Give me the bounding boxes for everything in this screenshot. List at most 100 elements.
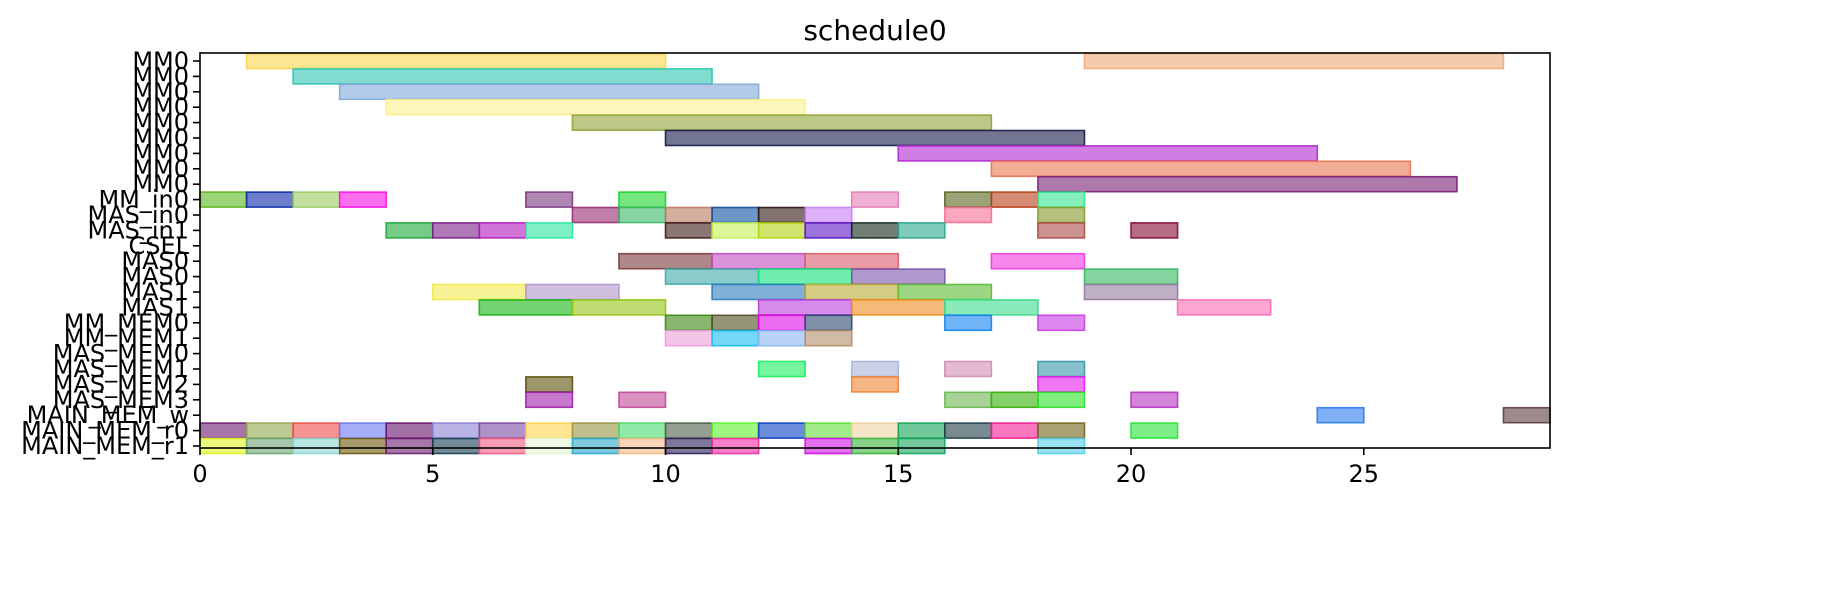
task-bar [897,145,1319,162]
task-bar [897,283,993,301]
task-bar [757,206,806,224]
task-bar [897,437,946,455]
task-bar [897,422,946,439]
y-tick-label: MM0 [132,155,189,183]
y-axis: MM0MM0MM0MM0MM0MM0MM0MM0MM0MM_in0MAS_in0… [21,47,200,460]
task-bar [944,360,993,378]
task-bar [338,437,388,455]
task-bar [850,422,900,439]
task-bar [525,191,574,208]
y-tick-label: MM_MEM1 [64,324,189,352]
task-bar [292,422,341,439]
y-tick-label: MAIN_MEM_r1 [21,432,189,460]
task-bar [525,391,574,409]
task-bar [711,222,760,239]
task-bar [618,252,713,270]
y-tick-label: MAS1 [121,293,189,321]
task-bar [1037,222,1086,239]
task-bar [757,422,806,439]
task-bar [850,376,900,393]
task-bar [1316,406,1365,424]
task-bar [757,329,806,347]
y-tick-label: MAS1 [121,278,189,306]
task-bar [711,314,760,332]
task-bar [1037,191,1086,208]
task-bar [1037,360,1086,378]
task-bar [804,329,853,347]
task-bar [385,422,434,439]
plot-frame [199,52,1551,449]
task-bar [431,283,527,301]
task-bar [1037,206,1086,224]
y-tick-label: MM0 [132,47,189,75]
task-bar [478,437,527,455]
x-tick-label: 10 [650,460,681,488]
y-tick-label: MAS_MEM1 [53,355,189,383]
task-bar [944,391,993,409]
task-bar [338,191,388,208]
task-bar [292,191,341,208]
y-tick-label: MM0 [132,124,189,152]
task-bar [664,268,760,285]
task-bar [664,329,713,347]
task-bar [990,252,1086,270]
task-bar [711,206,760,224]
task-bar [711,422,760,439]
task-bar [757,314,806,332]
task-bar [990,160,1412,178]
task-bar [1083,283,1179,301]
task-bar [990,391,1039,409]
x-tick-label: 0 [192,460,207,488]
y-tick-label: MAS0 [121,263,189,291]
task-bar [944,191,993,208]
task-bar [1037,376,1086,393]
y-tick-label: MM0 [132,78,189,106]
task-bar [571,114,993,131]
task-bar [897,222,946,239]
y-tick-label: MM0 [132,139,189,167]
task-bar [618,422,667,439]
task-bar [944,299,1039,316]
task-bar [850,191,900,208]
task-bar [431,222,481,239]
task-bar [245,52,667,70]
task-bar [571,437,620,455]
task-bar [478,422,527,439]
task-bar [1083,52,1505,70]
task-bars [199,52,1551,455]
task-bar [804,314,853,332]
task-bar [618,191,667,208]
y-tick-label: MM_in0 [98,186,189,214]
task-bar [850,222,900,239]
task-bar [711,283,806,301]
task-bar [1037,437,1086,455]
task-bar [1130,391,1179,409]
task-bar [292,68,713,85]
task-bar [804,437,853,455]
task-bar [618,391,667,409]
task-bar [525,222,574,239]
task-bar [525,376,574,393]
task-bar [664,437,713,455]
task-bar [804,206,853,224]
y-tick-label: MM0 [132,62,189,90]
task-bar [804,252,900,270]
task-bar [664,222,713,239]
task-bar [664,422,713,439]
y-tick-label: MM0 [132,170,189,198]
task-bar [245,422,294,439]
x-tick-label: 5 [425,460,440,488]
task-bar [804,222,853,239]
task-bar [757,299,853,316]
y-tick-label: MAS_in1 [87,216,189,244]
task-bar [431,437,481,455]
y-tick-label: MAS_MEM0 [53,340,189,368]
task-bar [990,191,1039,208]
task-bar [571,422,620,439]
task-bar [850,437,900,455]
y-tick-label: MAIN_MEM_r0 [21,417,189,445]
y-tick-label: MM0 [132,109,189,137]
task-bar [757,360,806,378]
task-bar [1037,391,1086,409]
